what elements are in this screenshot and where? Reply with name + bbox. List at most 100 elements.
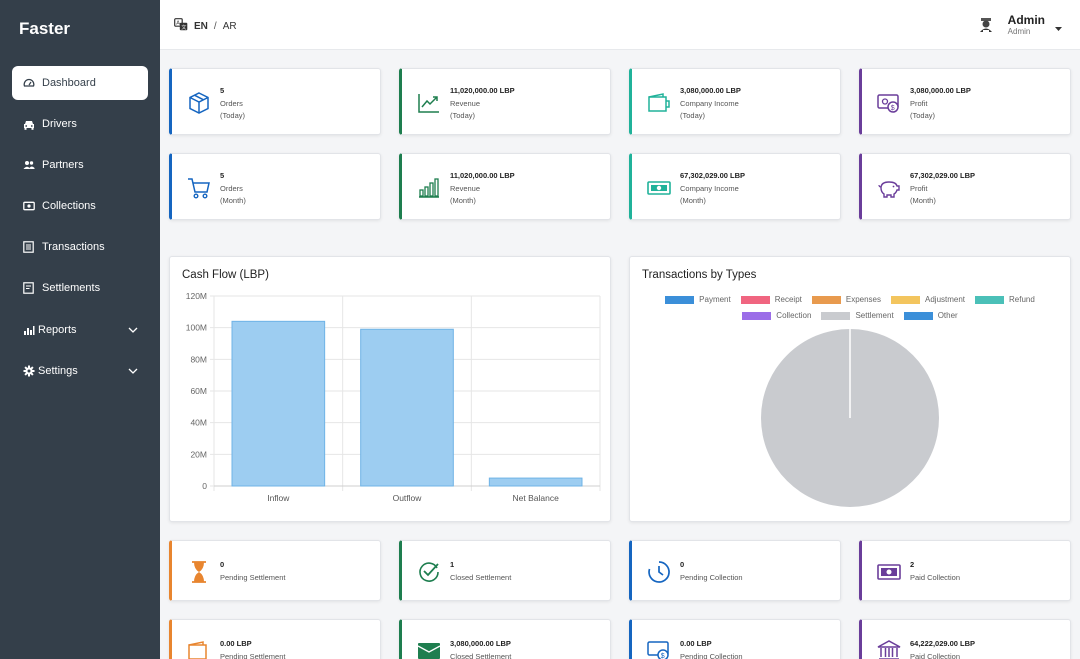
stat-period: (Today) <box>450 111 476 120</box>
user-role: Admin <box>1007 27 1031 36</box>
bar-chart-icon <box>22 324 35 337</box>
bar-chart-icon <box>416 175 442 201</box>
legend-swatch <box>665 295 695 304</box>
sidebar-item-dashboard[interactable]: Dashboard <box>12 66 148 100</box>
piggy-bank-icon <box>876 175 902 201</box>
stat-card-orders-today: 5 Orders (Today) <box>169 68 381 135</box>
stat-label: Closed Settlement <box>450 651 512 659</box>
sidebar-item-collections[interactable]: Collections <box>12 189 148 223</box>
caret-down-icon[interactable] <box>1055 19 1062 37</box>
stat-card-company-income-today: 3,080,000.00 LBP Company Income (Today) <box>629 68 841 135</box>
legend-swatch <box>811 295 841 304</box>
stat-value: 3,080,000.00 LBP <box>450 639 511 648</box>
stat-period: (Today) <box>680 111 706 120</box>
legend-label: Settlement <box>855 311 894 320</box>
stat-value: 67,302,029.00 LBP <box>680 171 746 180</box>
cash-icon <box>646 175 672 201</box>
stat-card-orders-month: 5 Orders (Month) <box>169 153 381 220</box>
sidebar-item-label: Partners <box>42 159 84 171</box>
y-tick-label: 60M <box>190 386 207 396</box>
check-circle-icon <box>416 559 442 585</box>
sidebar-item-transactions[interactable]: Transactions <box>12 230 148 264</box>
y-tick-label: 80M <box>190 354 207 364</box>
user-menu[interactable]: Admin Admin <box>978 14 1062 38</box>
bar <box>231 320 326 487</box>
chevron-down-icon[interactable] <box>128 324 138 336</box>
box-icon <box>186 90 212 116</box>
legend-item[interactable]: Payment <box>665 295 731 304</box>
wallet-icon <box>646 90 672 116</box>
legend-swatch <box>740 295 770 304</box>
cashflow-panel: Cash Flow (LBP) 0 20M 40M 60M 80M 100M 120M Inf… <box>169 256 611 522</box>
stat-card-paid-collection-amount: 64,222,029.00 LBP Paid Collection <box>859 619 1071 659</box>
stat-label: Company Income <box>680 183 739 193</box>
legend-row: Collection Settlement Other <box>630 311 1070 320</box>
sidebar-item-drivers[interactable]: Drivers <box>12 107 148 141</box>
stat-period: (Today) <box>910 111 936 120</box>
sidebar: Faster Dashboard Drivers Partners Collec… <box>0 0 160 659</box>
stat-value: 11,020,000.00 LBP <box>450 171 515 180</box>
legend-item[interactable]: Refund <box>975 295 1035 304</box>
legend-item[interactable]: Adjustment <box>891 295 965 304</box>
stat-period: (Month) <box>450 196 476 205</box>
chevron-down-icon[interactable] <box>128 365 138 377</box>
stat-label: Pending Settlement <box>220 651 286 659</box>
sidebar-item-partners[interactable]: Partners <box>12 148 148 182</box>
legend-item[interactable]: Receipt <box>740 295 802 304</box>
stat-card-closed-settlement-count: 1 Closed Settlement <box>399 540 611 601</box>
stat-label: Paid Collection <box>910 572 961 582</box>
sidebar-item-reports[interactable]: Reports <box>12 313 148 347</box>
lang-en-link[interactable]: EN <box>194 20 208 32</box>
x-tick-label: Net Balance <box>513 493 560 503</box>
stat-period: (Month) <box>910 196 936 205</box>
svg-text:$: $ <box>661 653 665 659</box>
svg-text:$: $ <box>891 105 895 112</box>
legend-item[interactable]: Other <box>903 311 958 320</box>
x-tick-label: Outflow <box>393 493 423 503</box>
y-tick-label: 100M <box>186 323 207 333</box>
stat-value: 1 <box>450 560 455 569</box>
sidebar-item-label: Transactions <box>42 241 105 253</box>
sidebar-item-settlements[interactable]: Settlements <box>12 271 148 305</box>
sidebar-item-label: Drivers <box>42 118 77 130</box>
stat-label: Closed Settlement <box>450 572 512 582</box>
bar <box>488 477 583 487</box>
money-bill-icon: $ <box>876 90 902 116</box>
legend-label: Expenses <box>845 295 881 304</box>
money-icon <box>22 200 35 213</box>
sidebar-item-settings[interactable]: Settings <box>12 354 148 388</box>
lang-ar-link[interactable]: AR <box>222 20 237 32</box>
pie-chart <box>761 329 939 507</box>
transactions-panel: Transactions by Types Payment Receipt Expe… <box>629 256 1071 522</box>
stat-card-profit-today: $ 3,080,000.00 LBP Profit (Today) <box>859 68 1071 135</box>
brand-logo[interactable]: Faster <box>19 19 71 38</box>
y-tick-label: 0 <box>202 481 207 491</box>
avatar <box>978 17 994 38</box>
wallet-icon <box>186 638 212 659</box>
legend-swatch <box>891 295 920 304</box>
hourglass-icon <box>186 559 212 585</box>
legend-item[interactable]: Expenses <box>811 295 881 304</box>
stat-card-closed-settlement-amount: 3,080,000.00 LBP Closed Settlement <box>399 619 611 659</box>
stat-value: 0.00 LBP <box>680 639 712 648</box>
stat-value: 5 <box>220 171 225 180</box>
stat-label: Orders <box>220 98 243 108</box>
stat-period: (Month) <box>220 196 246 205</box>
stat-label: Profit <box>910 98 928 108</box>
stat-card-pending-settlement-count: 0 Pending Settlement <box>169 540 381 601</box>
stat-label: Pending Collection <box>680 572 743 582</box>
y-tick-label: 20M <box>190 449 207 459</box>
gauge-icon <box>22 77 35 90</box>
stat-value: 2 <box>910 560 915 569</box>
stat-value: 64,222,029.00 LBP <box>910 639 976 648</box>
sidebar-item-label: Reports <box>38 324 77 336</box>
legend-item[interactable]: Settlement <box>821 311 894 320</box>
stat-value: 3,080,000.00 LBP <box>680 86 741 95</box>
y-tick-label: 40M <box>190 418 207 428</box>
stat-value: 0 <box>220 560 225 569</box>
sidebar-item-label: Settings <box>38 365 78 377</box>
legend-label: Adjustment <box>925 295 966 304</box>
stat-card-pending-settlement-amount: 0.00 LBP Pending Settlement <box>169 619 381 659</box>
legend-item[interactable]: Collection <box>742 311 811 320</box>
